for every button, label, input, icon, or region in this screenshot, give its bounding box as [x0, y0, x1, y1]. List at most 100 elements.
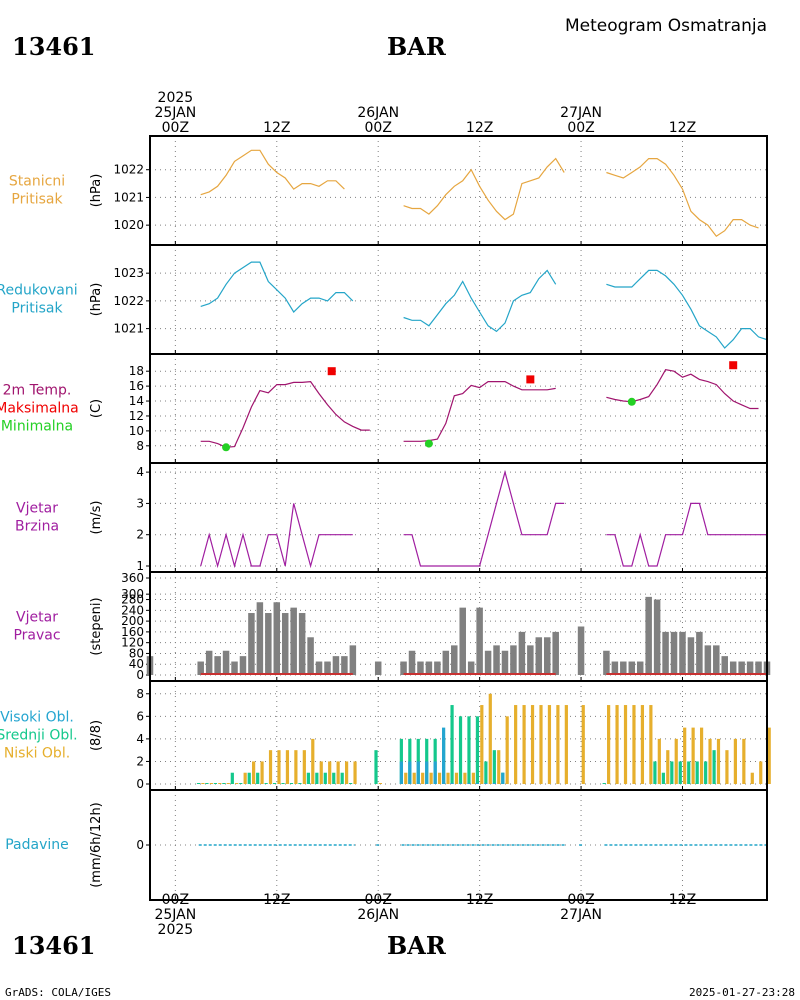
series-line [403, 269, 557, 333]
cloud-low-bar [311, 738, 315, 784]
panel-frame [149, 789, 768, 901]
bottom-axis-label: 12Z [669, 892, 696, 908]
cloud-low-bar [404, 772, 408, 784]
direction-bar [679, 631, 686, 675]
direction-bar [611, 661, 619, 675]
panel-label: Padavine [5, 837, 69, 853]
cloud-low-bar [480, 705, 484, 784]
y-tick-label: 3 [136, 496, 144, 510]
y-axis-label: (C) [89, 399, 104, 418]
tmax-marker [526, 375, 535, 384]
direction-bar [746, 661, 754, 675]
cloud-low-bar [268, 750, 273, 784]
direction-bar [713, 645, 720, 675]
cloud-low-bar [581, 705, 585, 784]
cloud-low-bar [488, 693, 492, 784]
direction-bar [332, 656, 340, 675]
panel-label: Vjetar [16, 610, 58, 626]
cloud-low-bar [539, 705, 543, 784]
panel-label: Srednji Obl. [0, 728, 78, 744]
direction-bar [687, 637, 695, 675]
direction-bar [628, 661, 636, 675]
y-tick-label: 120 [121, 636, 144, 650]
cloud-low-bar [522, 705, 526, 784]
cloud-low-bar [344, 761, 349, 784]
panel-label: Stanicni [9, 174, 65, 190]
direction-bar [341, 656, 348, 675]
y-tick-label: 360 [121, 571, 144, 585]
series-line [200, 503, 353, 569]
top-axis-label: 12Z [263, 120, 290, 136]
panel-label: Pritisak [11, 192, 63, 208]
credit-text: GrADS: COLA/IGES [5, 986, 111, 999]
direction-bar [298, 613, 306, 675]
cloud-mid-bar [315, 772, 319, 784]
cloud-mid-bar [678, 761, 682, 784]
series-line [403, 469, 565, 567]
panel-vjetar-brzina: 1 2 3 4 (m/s) Vjetar Brzina [15, 462, 768, 573]
direction-bar [451, 645, 458, 675]
cloud-high-bar [425, 761, 429, 784]
direction-bar [510, 645, 517, 675]
cloud-high-bar [442, 727, 446, 784]
direction-bar [239, 656, 247, 675]
cloud-low-bar [767, 727, 771, 784]
direction-bar [315, 661, 323, 675]
cloud-mid-bar [247, 772, 251, 784]
panel-label: Redukovani [0, 283, 78, 299]
y-tick-label: 300 [121, 587, 144, 601]
cloud-low-bar [277, 750, 281, 784]
direction-bar [645, 596, 652, 675]
series-line [200, 149, 345, 196]
cloud-low-bar [209, 783, 213, 784]
cloud-low-bar [632, 705, 636, 784]
y-tick-label: 8 [136, 687, 144, 701]
cloud-low-bar [615, 705, 619, 784]
y-tick-label: 1021 [113, 190, 144, 204]
direction-bar [374, 661, 382, 675]
cloud-low-bar [556, 705, 560, 784]
direction-bar [307, 637, 314, 675]
cloud-low-bar [547, 705, 552, 784]
bottom-axis-label: 12Z [466, 892, 493, 908]
direction-bar [755, 661, 762, 675]
cloud-low-bar [243, 772, 247, 784]
direction-bar [197, 661, 204, 675]
series-line [200, 380, 370, 448]
direction-bar [256, 602, 264, 675]
cloud-low-bar [294, 750, 298, 784]
y-axis-label: (stepeni) [89, 597, 104, 655]
direction-bar [205, 650, 213, 675]
cloud-mid-bar [704, 761, 708, 784]
cloud-low-bar [750, 772, 754, 784]
direction-bar [417, 661, 424, 675]
y-tick-label: 1020 [113, 218, 144, 232]
cloud-high-bar [399, 761, 403, 784]
direction-bar [476, 607, 483, 675]
cloud-mid-bar [281, 783, 285, 784]
direction-bar [721, 656, 728, 675]
cloud-low-bar [235, 783, 239, 784]
cloud-low-bar [252, 761, 256, 784]
direction-bar [484, 650, 492, 675]
y-tick-label: 16 [129, 379, 144, 393]
series-line [606, 158, 759, 238]
cloud-low-bar [623, 705, 628, 784]
bottom-axis-label: 12Z [263, 892, 290, 908]
cloud-mid-bar [340, 772, 344, 784]
direction-bar [442, 650, 450, 675]
y-axis-label: (8/8) [89, 720, 104, 751]
top-axis-label: 00Z [162, 120, 189, 136]
y-axis-label: (mm/6h/12h) [89, 802, 104, 888]
station-name-bottom: BAR [387, 931, 447, 960]
cloud-high-bar [475, 783, 480, 784]
panel-redukovani: 1021 1022 1023 (hPa) Redukovani Pritisak [0, 244, 768, 355]
bottom-axis-label: 2025 [158, 922, 194, 938]
cloud-mid-bar [213, 783, 218, 784]
cloud-mid-bar [670, 761, 674, 784]
cloud-low-bar [497, 750, 501, 784]
